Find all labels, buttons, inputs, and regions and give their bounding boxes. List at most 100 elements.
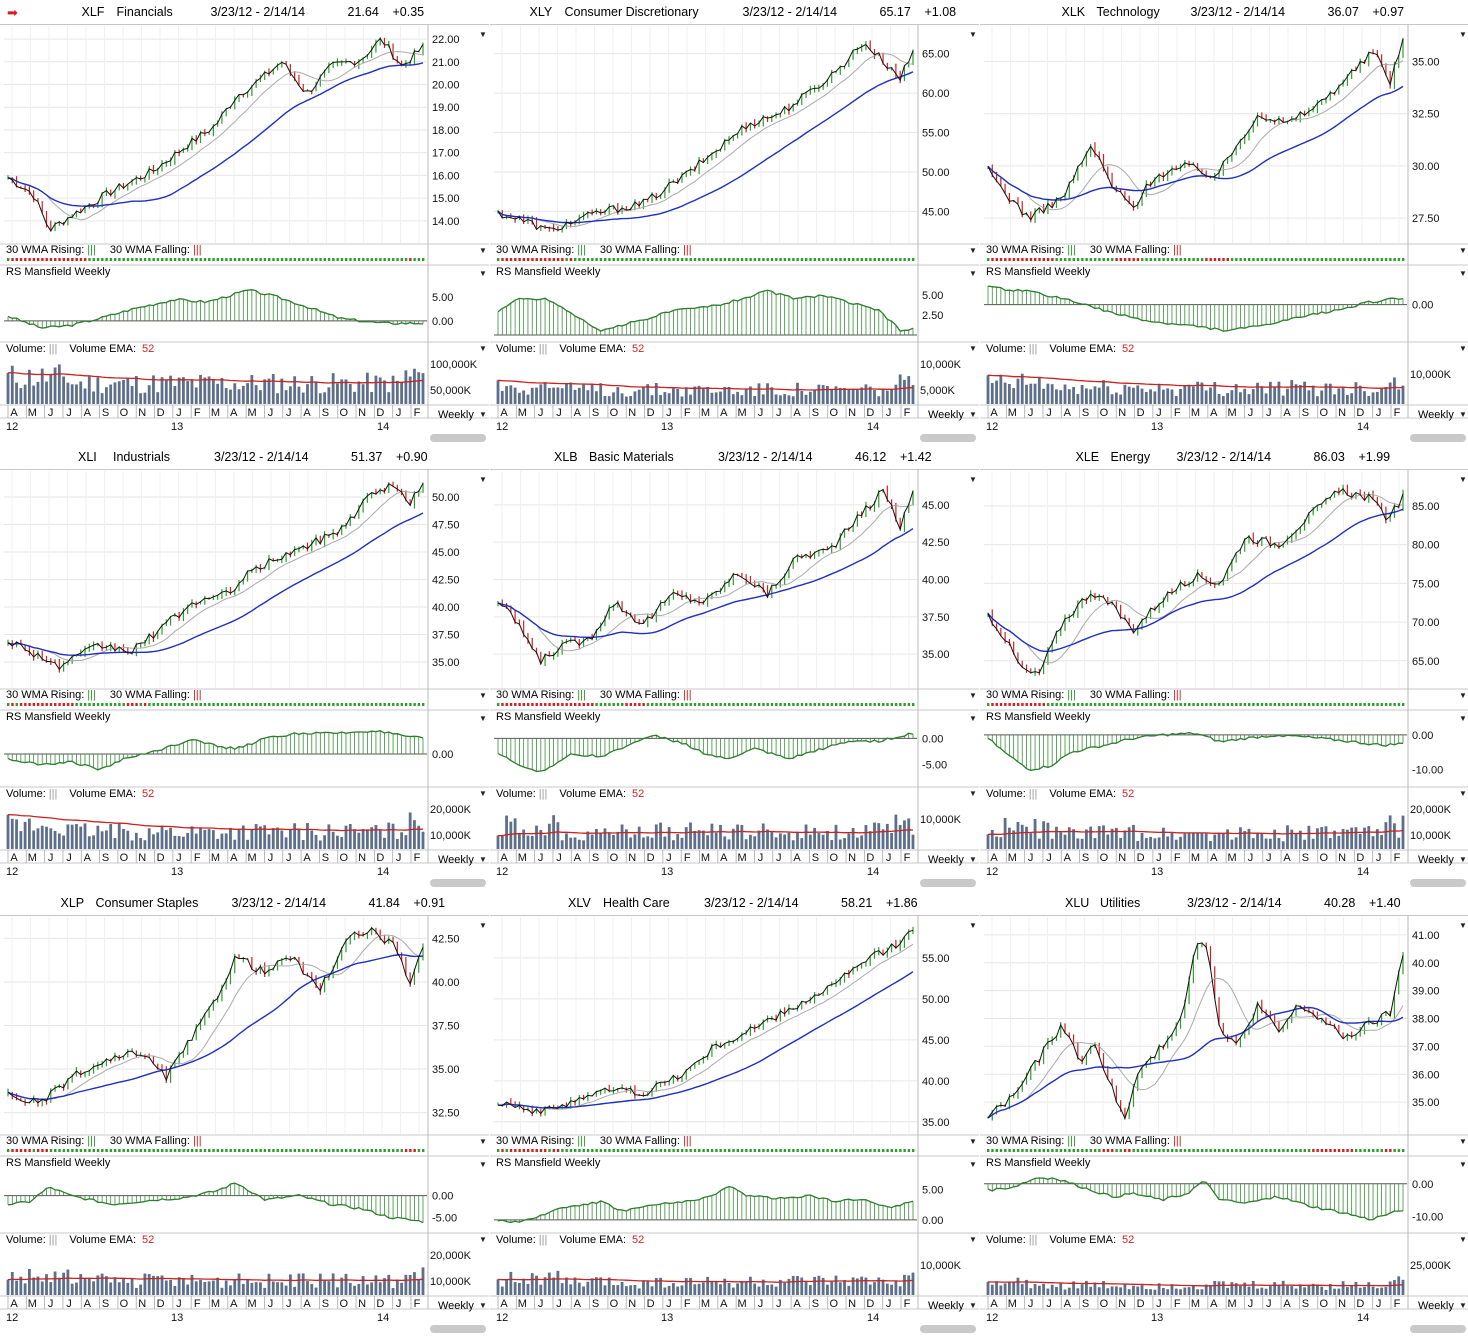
- volume-bar: [1286, 825, 1289, 849]
- dropdown-arrow-icon[interactable]: ▼: [969, 344, 977, 353]
- dropdown-arrow-icon[interactable]: ▼: [1459, 855, 1467, 864]
- dropdown-arrow-icon[interactable]: ▼: [1459, 30, 1467, 39]
- month-tick: F: [1174, 852, 1181, 864]
- dropdown-arrow-icon[interactable]: ▼: [1459, 1160, 1467, 1169]
- period-selector[interactable]: Weekly: [438, 409, 474, 421]
- volume-bar: [1153, 391, 1157, 404]
- horizontal-scrollbar[interactable]: [430, 434, 486, 442]
- wma-trend-dot: [383, 258, 386, 261]
- dropdown-arrow-icon[interactable]: ▼: [969, 921, 977, 930]
- dropdown-arrow-icon[interactable]: ▼: [1459, 269, 1467, 278]
- dropdown-arrow-icon[interactable]: ▼: [479, 1160, 487, 1169]
- dropdown-arrow-icon[interactable]: ▼: [479, 1137, 487, 1146]
- wma-trend-dot: [1320, 1149, 1324, 1152]
- horizontal-scrollbar[interactable]: [430, 1325, 486, 1333]
- dropdown-arrow-icon[interactable]: ▼: [479, 344, 487, 353]
- dropdown-arrow-icon[interactable]: ▼: [479, 855, 487, 864]
- period-selector[interactable]: Weekly: [1418, 854, 1454, 866]
- wma-trend-dot: [548, 258, 551, 261]
- dropdown-arrow-icon[interactable]: ▼: [479, 30, 487, 39]
- dropdown-arrow-icon[interactable]: ▼: [969, 1235, 977, 1244]
- horizontal-scrollbar[interactable]: [1410, 434, 1466, 442]
- horizontal-scrollbar[interactable]: [920, 1325, 976, 1333]
- dropdown-arrow-icon[interactable]: ▼: [1459, 921, 1467, 930]
- wma-trend-dot: [685, 1149, 688, 1152]
- volume-bar: [1050, 1284, 1054, 1295]
- period-selector[interactable]: Weekly: [1418, 1300, 1454, 1312]
- volume-bar: [348, 1282, 352, 1295]
- horizontal-scrollbar[interactable]: [430, 879, 486, 887]
- volume-bar: [778, 395, 782, 404]
- wma-trend-dot: [404, 703, 408, 706]
- dropdown-arrow-icon[interactable]: ▼: [479, 1301, 487, 1310]
- wma-trend-dot: [753, 258, 757, 261]
- dropdown-arrow-icon[interactable]: ▼: [479, 921, 487, 930]
- dropdown-arrow-icon[interactable]: ▼: [1459, 344, 1467, 353]
- dropdown-arrow-icon[interactable]: ▼: [969, 246, 977, 255]
- dropdown-arrow-icon[interactable]: ▼: [479, 246, 487, 255]
- dropdown-arrow-icon[interactable]: ▼: [479, 789, 487, 798]
- dropdown-arrow-icon[interactable]: ▼: [479, 1235, 487, 1244]
- wma-trend-dot: [122, 1149, 125, 1152]
- dropdown-arrow-icon[interactable]: ▼: [1459, 1137, 1467, 1146]
- dropdown-arrow-icon[interactable]: ▼: [1459, 789, 1467, 798]
- dropdown-arrow-icon[interactable]: ▼: [969, 410, 977, 419]
- volume-bar: [122, 379, 125, 404]
- dropdown-arrow-icon[interactable]: ▼: [969, 30, 977, 39]
- dropdown-arrow-icon[interactable]: ▼: [1459, 475, 1467, 484]
- dropdown-arrow-icon[interactable]: ▼: [1459, 410, 1467, 419]
- wma-trend-dot: [903, 703, 906, 706]
- period-selector[interactable]: Weekly: [438, 854, 474, 866]
- wma-trend-dot: [105, 258, 108, 261]
- wma-trend-dot: [169, 258, 172, 261]
- horizontal-scrollbar[interactable]: [920, 434, 976, 442]
- volume-bar: [1050, 838, 1054, 849]
- period-selector[interactable]: Weekly: [1418, 409, 1454, 421]
- dropdown-arrow-icon[interactable]: ▼: [969, 691, 977, 700]
- wma-trend-dot: [556, 1149, 560, 1152]
- year-tick: 14: [1357, 421, 1369, 433]
- wma-trend-dot: [1034, 1149, 1037, 1152]
- wma-trend-dot: [907, 1149, 911, 1152]
- wma-trend-dot: [680, 258, 684, 261]
- dropdown-arrow-icon[interactable]: ▼: [969, 789, 977, 798]
- dropdown-arrow-icon[interactable]: ▼: [479, 475, 487, 484]
- dropdown-arrow-icon[interactable]: ▼: [479, 269, 487, 278]
- month-tick: J: [776, 1298, 782, 1310]
- dropdown-arrow-icon[interactable]: ▼: [1459, 1235, 1467, 1244]
- dropdown-arrow-icon[interactable]: ▼: [969, 1160, 977, 1169]
- dropdown-arrow-icon[interactable]: ▼: [969, 1137, 977, 1146]
- horizontal-scrollbar[interactable]: [1410, 879, 1466, 887]
- dropdown-arrow-icon[interactable]: ▼: [1459, 246, 1467, 255]
- wma-trend-dot: [259, 258, 262, 261]
- wma-trend-dot: [1038, 1149, 1041, 1152]
- volume-bar: [1341, 386, 1345, 404]
- dropdown-arrow-icon[interactable]: ▼: [479, 714, 487, 723]
- dropdown-arrow-icon[interactable]: ▼: [1459, 691, 1467, 700]
- volume-bar: [1136, 385, 1140, 404]
- horizontal-scrollbar[interactable]: [1410, 1325, 1466, 1333]
- wma-trend-dot: [882, 703, 885, 706]
- dropdown-arrow-icon[interactable]: ▼: [969, 714, 977, 723]
- rs-tick: -5.00: [922, 759, 947, 771]
- dropdown-arrow-icon[interactable]: ▼: [969, 1301, 977, 1310]
- dropdown-arrow-icon[interactable]: ▼: [1459, 714, 1467, 723]
- wma-trend-dot: [267, 258, 271, 261]
- volume-bar: [577, 839, 581, 849]
- wma-falling-label: 30 WMA Falling:: [109, 244, 190, 256]
- wma-trend-dot: [1402, 258, 1405, 261]
- dropdown-arrow-icon[interactable]: ▼: [479, 691, 487, 700]
- horizontal-scrollbar[interactable]: [920, 879, 976, 887]
- period-selector[interactable]: Weekly: [928, 409, 964, 421]
- dropdown-arrow-icon[interactable]: ▼: [479, 410, 487, 419]
- dropdown-arrow-icon[interactable]: ▼: [969, 475, 977, 484]
- dropdown-arrow-icon[interactable]: ▼: [969, 269, 977, 278]
- period-selector[interactable]: Weekly: [438, 1300, 474, 1312]
- period-selector[interactable]: Weekly: [928, 1300, 964, 1312]
- wma-trend-dot: [809, 1149, 812, 1152]
- arrow-icon[interactable]: ➡: [7, 5, 18, 20]
- rs-line: [7, 1182, 424, 1224]
- dropdown-arrow-icon[interactable]: ▼: [1459, 1301, 1467, 1310]
- period-selector[interactable]: Weekly: [928, 854, 964, 866]
- dropdown-arrow-icon[interactable]: ▼: [969, 855, 977, 864]
